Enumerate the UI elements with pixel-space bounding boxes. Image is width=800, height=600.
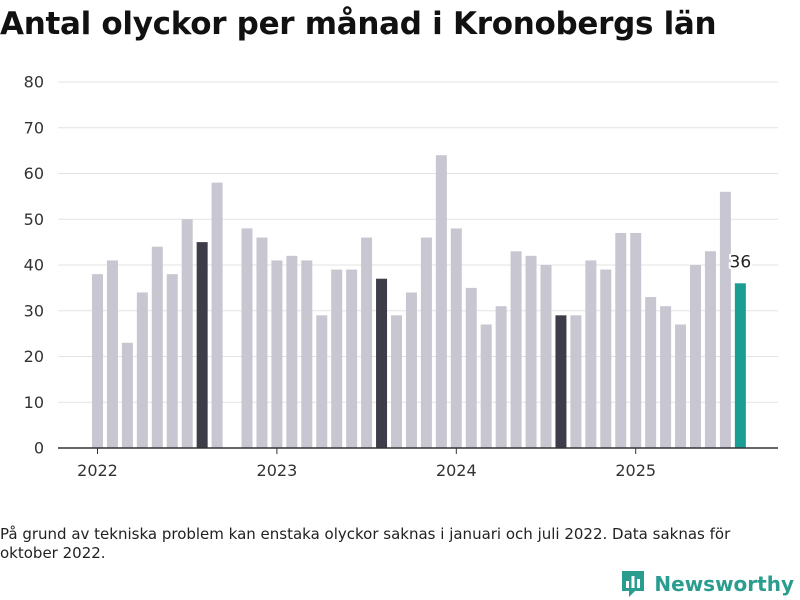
bar-2023-04 xyxy=(316,315,328,448)
bar-2024-03 xyxy=(480,324,492,448)
bar-2024-05 xyxy=(510,251,522,448)
bar-2022-05 xyxy=(151,246,163,448)
bar-2023-08 xyxy=(376,278,388,448)
bar-2022-02 xyxy=(106,260,118,448)
bar-2024-12 xyxy=(615,232,627,448)
brand-name: Newsworthy xyxy=(654,572,794,596)
bar-chart: 0 10 20 30 40 50 60 70 80 2022 2023 2024 2025 36 xyxy=(24,73,778,480)
x-tick-label-2023: 2023 xyxy=(257,461,298,480)
bar-2022-01 xyxy=(92,274,103,448)
y-tick-label: 10 xyxy=(24,393,44,412)
bar-2024-11 xyxy=(600,269,612,448)
bar-2024-02 xyxy=(465,287,477,448)
bar-2023-07 xyxy=(361,237,373,448)
bar-2024-10 xyxy=(585,260,597,448)
bar-2025-02 xyxy=(645,297,657,448)
newsworthy-logo-icon xyxy=(622,571,645,597)
bar-2022-04 xyxy=(136,292,148,448)
bar-2023-05 xyxy=(331,269,343,448)
bar-2023-09 xyxy=(391,315,402,448)
y-tick-label: 60 xyxy=(24,164,44,183)
bar-2025-08 xyxy=(734,283,746,448)
bar-2024-09 xyxy=(570,315,582,448)
bar-2022-08 xyxy=(196,242,208,448)
bar-2024-01 xyxy=(450,228,462,448)
chart-title: Antal olyckor per månad i Kronobergs län xyxy=(0,6,717,42)
y-tick-label: 30 xyxy=(24,301,44,320)
footnote: På grund av tekniska problem kan enstaka… xyxy=(0,525,731,562)
y-tick-label: 20 xyxy=(24,347,44,366)
bar-2025-01 xyxy=(630,232,642,448)
bar-2024-04 xyxy=(495,306,507,448)
data-label-2025-08: 36 xyxy=(730,252,752,272)
bar-2022-12 xyxy=(256,237,268,448)
bar-2025-06 xyxy=(704,251,716,448)
x-tick-label-2025: 2025 xyxy=(615,461,656,480)
y-tick-label: 40 xyxy=(24,256,44,275)
bar-2025-07 xyxy=(719,191,731,449)
bar-2022-03 xyxy=(121,342,133,448)
y-tick-label: 70 xyxy=(24,118,44,137)
y-tick-label: 0 xyxy=(34,439,44,458)
bar-2024-06 xyxy=(525,255,537,448)
bar-2022-06 xyxy=(166,274,178,448)
bar-2025-04 xyxy=(675,324,687,448)
bar-2023-10 xyxy=(405,292,417,448)
x-tick-label-2024: 2024 xyxy=(436,461,477,480)
bar-2023-11 xyxy=(420,237,432,448)
bar-2022-07 xyxy=(181,219,193,448)
brand-logo[interactable]: Newsworthy xyxy=(620,568,794,600)
y-tick-label: 80 xyxy=(24,73,44,92)
bar-2024-08 xyxy=(555,315,567,448)
bar-2022-09 xyxy=(211,182,223,448)
bar-2023-06 xyxy=(346,269,358,448)
bar-2022-11 xyxy=(241,228,253,448)
bar-2023-01 xyxy=(271,260,283,448)
bar-2025-03 xyxy=(660,306,672,448)
x-tick-label-2022: 2022 xyxy=(77,461,118,480)
bar-2025-05 xyxy=(690,265,701,448)
bar-2023-02 xyxy=(286,255,298,448)
y-tick-label: 50 xyxy=(24,210,44,229)
bar-2023-03 xyxy=(301,260,313,448)
bar-2024-07 xyxy=(540,265,552,448)
bar-2023-12 xyxy=(435,155,447,448)
